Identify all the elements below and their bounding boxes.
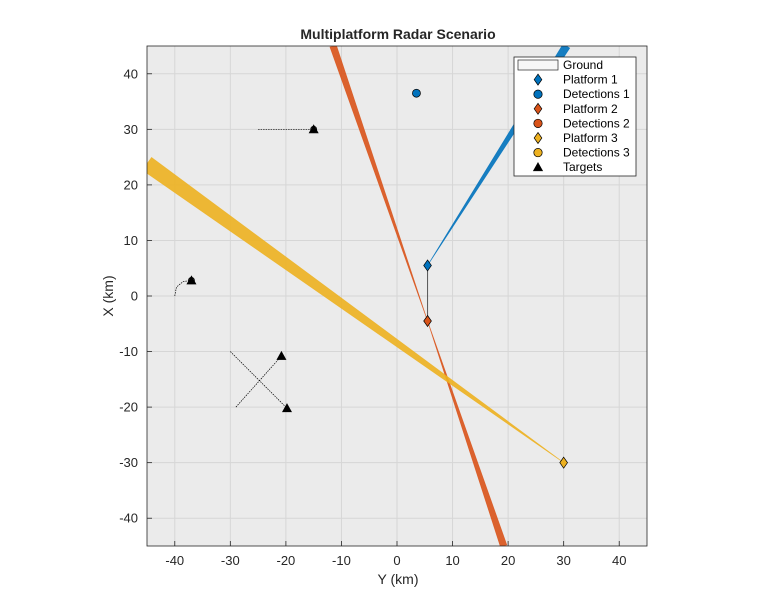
- legend-label: Platform 3: [563, 131, 618, 145]
- y-tick-label: -30: [119, 455, 138, 470]
- y-tick-label: -40: [119, 511, 138, 526]
- y-tick-label: 40: [124, 66, 138, 81]
- y-axis-label: X (km): [100, 275, 116, 316]
- x-tick-label: 40: [612, 553, 626, 568]
- legend-label: Platform 2: [563, 102, 618, 116]
- legend-circle-marker: [533, 148, 543, 158]
- detection-point: [412, 88, 421, 98]
- legend-diamond-marker: [533, 102, 543, 115]
- legend-label: Ground: [563, 58, 603, 72]
- legend-label: Platform 1: [563, 73, 618, 87]
- x-axis-label: Y (km): [378, 571, 419, 587]
- radar-beam: [329, 46, 428, 322]
- y-tick-label: 20: [124, 177, 138, 192]
- legend-label: Detections 2: [563, 116, 630, 130]
- target-track: [174, 280, 192, 297]
- target-track: [235, 355, 282, 408]
- target-marker: [276, 350, 287, 360]
- x-tick-label: -10: [332, 553, 351, 568]
- tick-labels: -40 -30 -20 -10 0 10 20 30 40 -40 -30 -20 -10 0 10 20 30…: [119, 66, 626, 568]
- y-tick-label: 0: [131, 289, 138, 304]
- legend-triangle-marker: [532, 161, 544, 172]
- legend-circle-marker: [533, 118, 543, 128]
- y-tick-label: -20: [119, 400, 138, 415]
- target-detection: [310, 125, 318, 133]
- x-tick-label: -30: [221, 553, 240, 568]
- platform-marker: [559, 456, 568, 469]
- legend-diamond-marker: [533, 73, 543, 86]
- x-tick-label: 30: [556, 553, 570, 568]
- legend-ground-swatch: [517, 59, 559, 71]
- platform-marker: [423, 259, 432, 272]
- x-tick-label: -40: [165, 553, 184, 568]
- target-detection: [188, 277, 195, 284]
- y-tick-label: 10: [124, 233, 138, 248]
- chart-title: Multiplatform Radar Scenario: [300, 26, 495, 42]
- y-tick-label: 30: [124, 122, 138, 137]
- legend-box: [513, 56, 637, 177]
- x-tick-label: 0: [393, 553, 400, 568]
- legend-diamond-marker: [533, 131, 543, 145]
- legend-label: Detections 1: [563, 87, 630, 101]
- x-tick-label: 10: [445, 553, 459, 568]
- legend-label: Targets: [563, 160, 602, 174]
- platform-marker: [423, 314, 432, 328]
- y-tick-label: -10: [119, 344, 138, 359]
- legend-label: Detections 3: [563, 146, 630, 160]
- x-tick-label: -20: [276, 553, 295, 568]
- radar-beam: [147, 157, 564, 463]
- x-tick-label: 20: [501, 553, 515, 568]
- target-track: [230, 351, 288, 409]
- target-marker: [281, 403, 293, 413]
- legend-circle-marker: [533, 89, 543, 99]
